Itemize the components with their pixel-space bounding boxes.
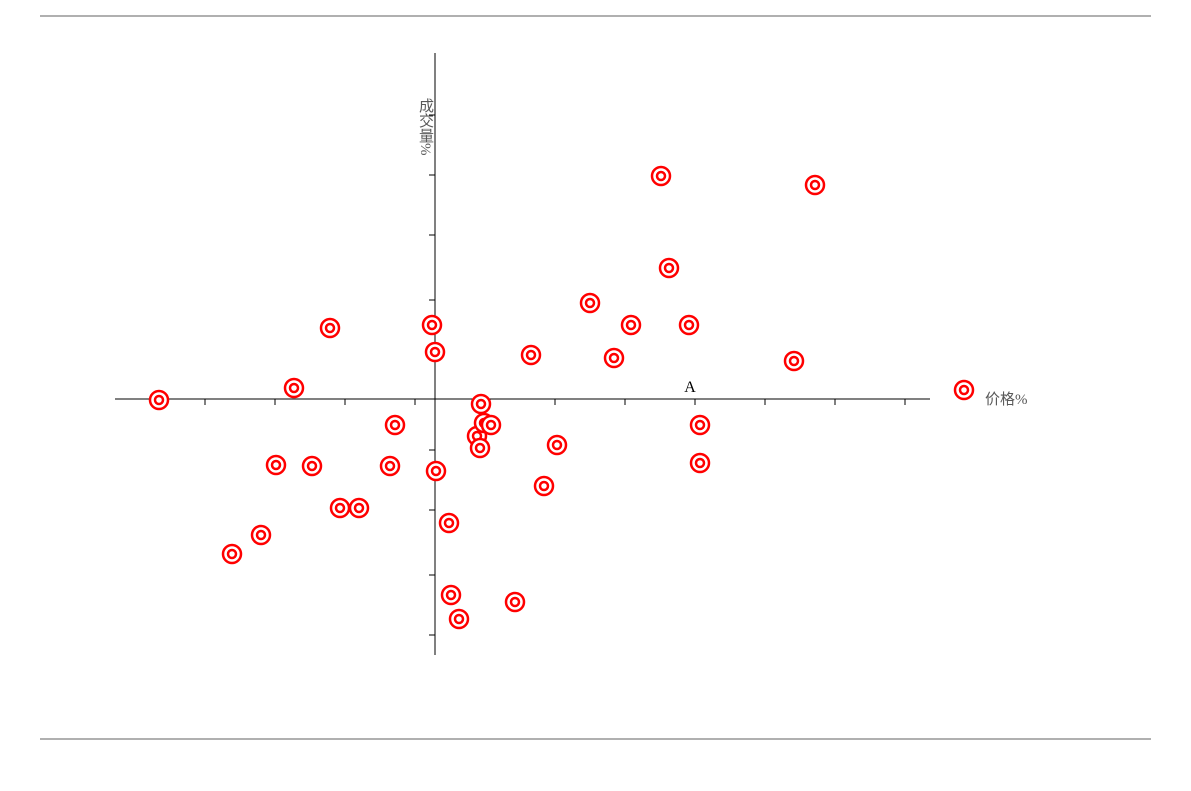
scatter-point-inner — [290, 384, 298, 392]
scatter-point-inner — [476, 444, 484, 452]
scatter-point-inner — [355, 504, 363, 512]
scatter-point-inner — [487, 421, 495, 429]
annotation-label: A — [684, 379, 696, 396]
scatter-point-inner — [155, 396, 163, 404]
x-axis-label: 价格% — [985, 391, 1028, 408]
scatter-point-inner — [431, 348, 439, 356]
scatter-point-inner — [657, 172, 665, 180]
scatter-point-inner — [432, 467, 440, 475]
scatter-point-inner — [228, 550, 236, 558]
scatter-point-inner — [527, 351, 535, 359]
scatter-point-inner — [477, 400, 485, 408]
scatter-point-inner — [790, 357, 798, 365]
scatter-point-inner — [696, 459, 704, 467]
scatter-point-inner — [447, 591, 455, 599]
scatter-point-inner — [960, 386, 968, 394]
scatter-point-inner — [627, 321, 635, 329]
scatter-point-inner — [610, 354, 618, 362]
y-axis-label: 成交量% — [417, 98, 434, 156]
scatter-point-inner — [445, 519, 453, 527]
scatter-point-inner — [308, 462, 316, 470]
scatter-chart: 成交量% 价格% A — [0, 0, 1191, 791]
scatter-point-inner — [685, 321, 693, 329]
scatter-point-inner — [326, 324, 334, 332]
scatter-point-inner — [336, 504, 344, 512]
scatter-point-inner — [386, 462, 394, 470]
scatter-point-inner — [553, 441, 561, 449]
scatter-point-inner — [428, 321, 436, 329]
scatter-point-inner — [455, 615, 463, 623]
scatter-point-inner — [511, 598, 519, 606]
scatter-point-inner — [586, 299, 594, 307]
scatter-point-inner — [391, 421, 399, 429]
scatter-point-inner — [540, 482, 548, 490]
scatter-point-inner — [696, 421, 704, 429]
scatter-point-inner — [272, 461, 280, 469]
scatter-point-inner — [665, 264, 673, 272]
scatter-point-inner — [811, 181, 819, 189]
scatter-point-inner — [257, 531, 265, 539]
